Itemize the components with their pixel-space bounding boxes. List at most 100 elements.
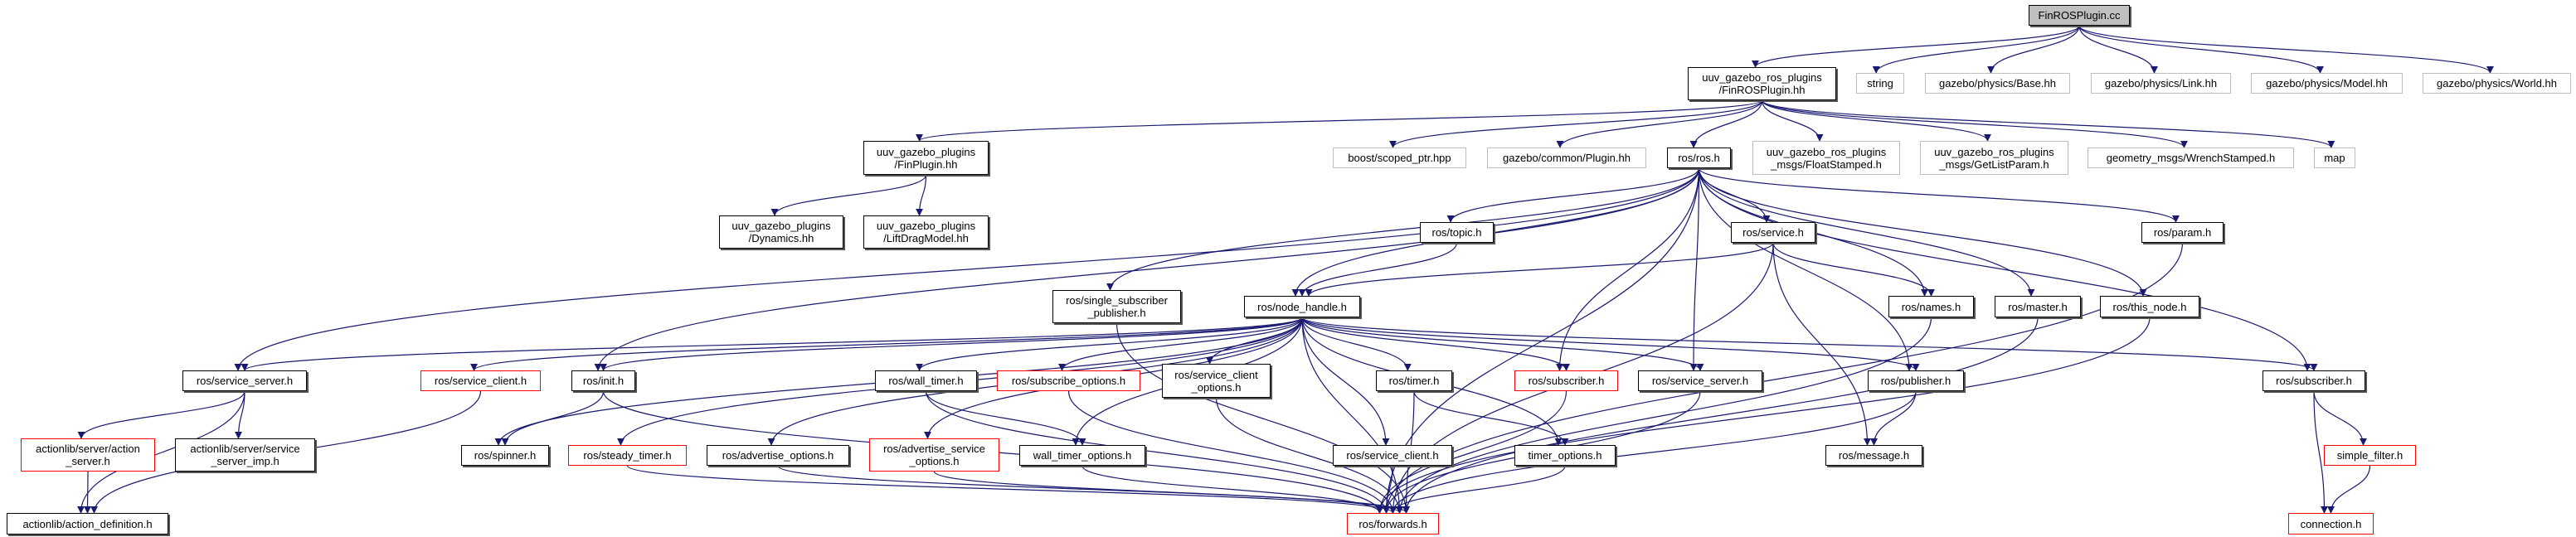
edge-nodehandle-to-init [600, 317, 1303, 371]
edge-subopts-to-forwards [1067, 390, 1397, 514]
node-label: ros/service_client [1174, 368, 1258, 381]
edge-thisnode-to-forwards [1376, 317, 2151, 514]
graph-node-param[interactable]: ros/param.h [2141, 222, 2224, 243]
node-label: string [1867, 77, 1893, 90]
edge-finros_hh-to-plugin [1556, 99, 1763, 148]
node-label: _publisher.h [1087, 307, 1146, 319]
graph-node-subscriber_b[interactable]: ros/subscriber.h [2263, 370, 2365, 391]
graph-node-subopts[interactable]: ros/subscribe_options.h [997, 370, 1140, 391]
graph-node-master[interactable]: ros/master.h [1995, 296, 2081, 317]
graph-node-ssp[interactable]: ros/single_subscriber _publisher.h [1052, 290, 1181, 323]
graph-node-wtopts[interactable]: wall_timer_options.h [1019, 445, 1145, 466]
graph-node-walltimer[interactable]: ros/wall_timer.h [875, 370, 977, 391]
node-label: gazebo/common/Plugin.hh [1503, 152, 1631, 164]
graph-node-advsrvopts[interactable]: ros/advertise_service _options.h [869, 438, 999, 472]
graph-node-publisher[interactable]: ros/publisher.h [1868, 370, 1964, 391]
node-label: ros/node_handle.h [1257, 300, 1347, 313]
node-label: actionlib/server/service [190, 443, 300, 455]
graph-node-topts[interactable]: timer_options.h [1514, 445, 1616, 466]
graph-node-timer[interactable]: ros/timer.h [1376, 370, 1452, 391]
graph-node-spinner[interactable]: ros/spinner.h [461, 445, 549, 466]
graph-node-names[interactable]: ros/names.h [1888, 296, 1974, 317]
node-label: actionlib/action_definition.h [22, 517, 153, 530]
edge-publisher-to-message [1870, 390, 1917, 446]
node-label: /LiftDragModel.hh [883, 232, 969, 244]
edge-srvclient-to-forwards [1383, 465, 1393, 514]
node-label: /FinPlugin.hh [894, 157, 958, 171]
edge-publisher-to-forwards [1389, 390, 1917, 514]
node-label: ros/timer.h [1388, 375, 1440, 387]
node-label: ros/this_node.h [2112, 300, 2187, 313]
edge-init-to-spinner [501, 390, 605, 446]
graph-node-steady[interactable]: ros/steady_timer.h [568, 445, 687, 466]
graph-node-actionserver[interactable]: actionlib/server/action _server.h [21, 438, 155, 472]
edge-nodehandle-to-srvserver_m [1301, 317, 1704, 371]
node-label: ros/message.h [1838, 449, 1910, 462]
graph-node-service[interactable]: ros/service.h [1731, 222, 1815, 243]
graph-node-topic[interactable]: ros/topic.h [1420, 222, 1494, 243]
graph-node-forwards[interactable]: ros/forwards.h [1347, 513, 1439, 535]
edge-ros-to-publisher [1698, 167, 1913, 371]
graph-node-advopts[interactable]: ros/advertise_options.h [707, 445, 849, 466]
graph-node-subscriber_r[interactable]: ros/subscriber.h [1514, 370, 1618, 391]
node-label: ros/subscribe_options.h [1011, 375, 1126, 387]
graph-node-wrench: geometry_msgs/WrenchStamped.h [2088, 148, 2294, 168]
graph-node-srvclient_r[interactable]: ros/service_client.h [420, 370, 541, 391]
graph-node-actiondef[interactable]: actionlib/action_definition.h [7, 513, 168, 535]
node-label: ros/single_subscriber [1066, 294, 1168, 307]
edge-advopts-to-forwards [777, 465, 1403, 514]
node-label: uuv_gazebo_ros_plugins [1766, 145, 1887, 158]
graph-node-thisnode[interactable]: ros/this_node.h [2100, 296, 2199, 317]
node-label: FinROSPlugin.cc [2038, 9, 2121, 22]
edge-nodehandle-to-scopts [1206, 317, 1303, 365]
edge-walltimer-to-forwards [925, 390, 1390, 514]
node-label: _server.h [66, 455, 110, 467]
graph-node-nodehandle[interactable]: ros/node_handle.h [1244, 296, 1360, 317]
graph-node-connection[interactable]: connection.h [2288, 513, 2374, 535]
edge-steady-to-forwards [626, 465, 1397, 514]
node-label: uuv_gazebo_ros_plugins [1934, 145, 2054, 158]
node-label: uuv_gazebo_ros_plugins [1702, 71, 1822, 84]
edge-root-to-world [2078, 25, 2494, 74]
edge-finros_hh-to-finplugin [916, 99, 1763, 142]
edge-master-to-forwards [1402, 317, 2039, 514]
edge-timer-to-topts [1413, 390, 1569, 446]
edge-ssp-to-forwards [1115, 322, 1410, 514]
graph-node-liftdrag[interactable]: uuv_gazebo_plugins/LiftDragModel.hh [863, 215, 989, 249]
edge-nodehandle-to-walltimer [916, 317, 1303, 371]
edge-srvserver_l-to-actionserver [77, 390, 245, 439]
graph-node-message[interactable]: ros/message.h [1825, 445, 1922, 466]
edge-root-to-link [2078, 25, 2158, 74]
graph-node-dynamics[interactable]: uuv_gazebo_plugins/Dynamics.hh [719, 215, 843, 249]
edge-finros_hh-to-map [1761, 99, 2335, 148]
node-label: gazebo/physics/Model.hh [2266, 77, 2388, 90]
node-label: ros/wall_timer.h [888, 375, 964, 387]
node-label: connection.h [2300, 517, 2362, 530]
graph-node-plugin: gazebo/common/Plugin.hh [1487, 148, 1646, 168]
node-label: gazebo/physics/World.hh [2436, 77, 2557, 90]
node-label: _msgs/FloatStamped.h [1771, 157, 1882, 171]
node-label: uuv_gazebo_plugins [876, 145, 976, 158]
graph-node-finplugin[interactable]: uuv_gazebo_plugins/FinPlugin.hh [863, 141, 989, 175]
graph-node-scopts[interactable]: ros/service_client _options.h [1162, 364, 1271, 398]
node-label: _server_imp.h [211, 455, 279, 467]
graph-node-init[interactable]: ros/init.h [571, 370, 635, 391]
node-label: ros/spinner.h [474, 449, 537, 462]
graph-node-getlist: uuv_gazebo_ros_plugins _msgs/GetListParam… [1920, 141, 2068, 175]
graph-node-floatst: uuv_gazebo_ros_plugins _msgs/FloatStamped… [1752, 141, 1900, 175]
graph-node-ssimp[interactable]: actionlib/server/service _server_imp.h [175, 438, 315, 472]
node-label: ros/advertise_service [883, 443, 985, 455]
node-label: map [2324, 152, 2345, 164]
graph-node-srvserver_l[interactable]: ros/service_server.h [182, 370, 307, 391]
edge-names-to-forwards [1396, 317, 1932, 514]
graph-node-ros[interactable]: ros/ros.h [1667, 148, 1731, 168]
graph-node-simplefilter[interactable]: simple_filter.h [2324, 445, 2416, 466]
graph-node-finros_hh[interactable]: uuv_gazebo_ros_plugins/FinROSPlugin.hh [1688, 67, 1836, 100]
node-label: ros/service_server.h [196, 375, 294, 387]
node-label: uuv_gazebo_plugins [731, 220, 831, 232]
graph-node-srvserver_m[interactable]: ros/service_server.h [1638, 370, 1762, 391]
edge-actionserver-to-actiondef [84, 471, 92, 514]
edge-root-to-string [1872, 25, 2080, 74]
graph-node-srvclient[interactable]: ros/service_client.h [1333, 445, 1452, 466]
